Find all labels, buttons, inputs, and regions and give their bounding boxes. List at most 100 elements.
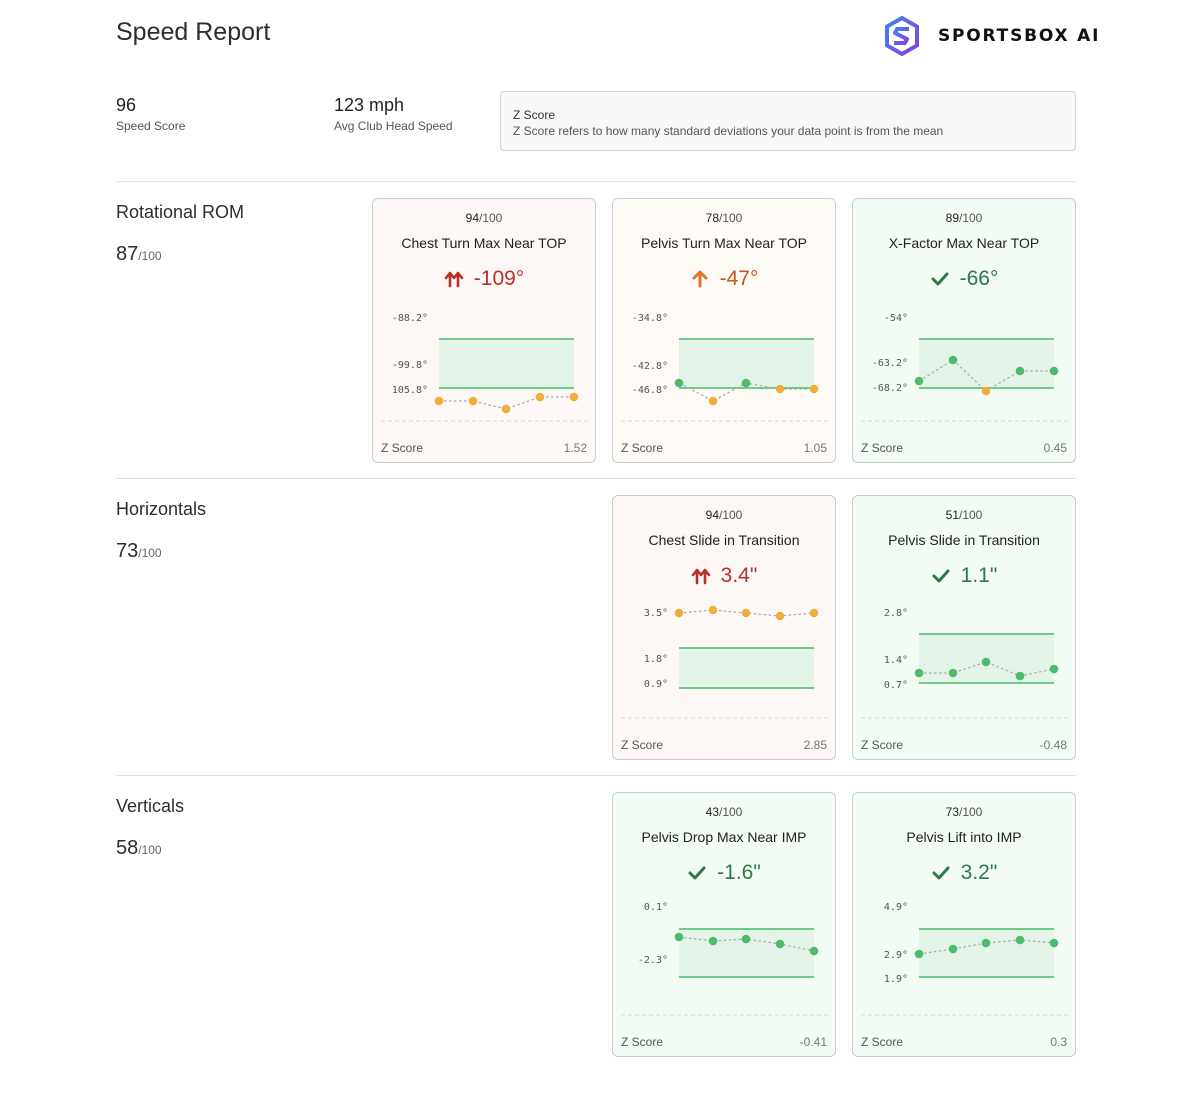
info-text: Z Score refers to how many standard devi… [513, 124, 944, 138]
data-point [809, 608, 819, 618]
metric-name: Pelvis Drop Max Near IMP [641, 829, 807, 845]
data-point [775, 384, 785, 394]
data-point [1049, 938, 1059, 948]
brand: SPORTSBOX AI [884, 16, 1100, 56]
check-icon [932, 569, 950, 583]
section-score-value: 58 [116, 837, 139, 859]
metric-score-of: /100 [479, 211, 503, 225]
data-point [1049, 366, 1059, 376]
z-score-value: 0.3 [1050, 1035, 1067, 1049]
section-score-of: /100 [138, 249, 162, 263]
data-point [1015, 671, 1025, 681]
metric-value-text: -47° [719, 267, 759, 290]
metric-value: 1.1" [853, 564, 1075, 588]
metric-name: Pelvis Turn Max Near TOP [641, 235, 807, 251]
section-divider [116, 181, 1076, 182]
metric-card[interactable]: 89/100 X-Factor Max Near TOP -66° -54° -63.2… [852, 198, 1076, 463]
section-title: Rotational ROM [116, 202, 245, 222]
section-divider [116, 478, 1076, 479]
data-point [914, 668, 924, 678]
z-score-value: -0.41 [799, 1035, 827, 1049]
target-range-band [919, 339, 1054, 388]
data-point [708, 605, 718, 615]
tick-label: -88.2° [392, 313, 428, 324]
metric-value: -109° [373, 267, 595, 291]
club-head-speed-label: Avg Club Head Speed [334, 119, 453, 133]
metric-name: Pelvis Lift into IMP [906, 829, 1022, 845]
data-point [948, 668, 958, 678]
tick-label: -68.2° [872, 383, 908, 394]
tick-label: -2.3° [638, 955, 668, 966]
metric-score-of: /100 [719, 805, 743, 819]
metric-card[interactable]: 94/100 Chest Slide in Transition 3.4" 3.5° 1… [612, 495, 836, 760]
data-point [775, 611, 785, 621]
metric-name: Chest Slide in Transition [648, 532, 800, 548]
z-score-label: Z Score [621, 441, 664, 455]
data-point [809, 384, 819, 394]
z-score-label: Z Score [621, 1035, 664, 1049]
z-score-value: 1.52 [563, 441, 587, 455]
metric-score-value: 51 [945, 508, 959, 522]
tick-label: 4.9° [884, 902, 908, 913]
metric-card[interactable]: 78/100 Pelvis Turn Max Near TOP -47° -34.8°… [612, 198, 836, 463]
data-point [1049, 664, 1059, 674]
metric-score: 94/100 [613, 508, 835, 522]
metric-score-of: /100 [959, 805, 983, 819]
tick-label: 0.7° [884, 680, 908, 691]
metric-trend-chart: 3.5° 1.8° 0.9° [621, 605, 829, 719]
metric-value: 3.4" [613, 564, 835, 588]
section-score: 87/100 [116, 243, 162, 266]
data-point [775, 939, 785, 949]
tick-label: 1.9° [884, 974, 908, 985]
data-point [914, 376, 924, 386]
tick-label: 105.8° [392, 385, 428, 396]
tick-label: 0.9° [644, 679, 668, 690]
section-score-of: /100 [138, 843, 162, 857]
metric-name: Chest Turn Max Near TOP [401, 235, 567, 251]
sportsbox-logo-icon [885, 16, 919, 56]
data-point [501, 404, 511, 414]
data-point [741, 934, 751, 944]
metric-card[interactable]: 43/100 Pelvis Drop Max Near IMP -1.6" 0.1° -… [612, 792, 836, 1057]
metric-trend-chart: 0.1° -2.3° [621, 902, 829, 1016]
metric-score-of: /100 [959, 211, 983, 225]
target-range-band [679, 648, 814, 688]
metric-card[interactable]: 94/100 Chest Turn Max Near TOP -109° -88.2°… [372, 198, 596, 463]
metric-trend-chart: -34.8° -42.8° -46.8° [621, 313, 829, 422]
metric-value-text: 3.2" [960, 861, 998, 884]
brand-name: SPORTSBOX AI [938, 26, 1101, 46]
data-point [569, 392, 579, 402]
double-up-arrow-icon [691, 568, 710, 585]
metric-score: 94/100 [373, 211, 595, 225]
tick-label: 2.9° [884, 950, 908, 961]
data-point [981, 938, 991, 948]
metric-score: 51/100 [853, 508, 1075, 522]
metric-card[interactable]: 51/100 Pelvis Slide in Transition 1.1" 2.8°… [852, 495, 1076, 760]
metric-value: -66° [853, 267, 1075, 291]
data-point [809, 946, 819, 956]
section-score: 73/100 [116, 540, 162, 563]
club-head-speed-value: 123 mph [334, 95, 405, 115]
metric-score-value: 78 [705, 211, 719, 225]
target-range-band [439, 339, 574, 388]
metric-score-of: /100 [959, 508, 983, 522]
tick-label: -99.8° [392, 360, 428, 371]
z-score-value: 0.45 [1043, 441, 1067, 455]
z-score-label: Z Score [861, 1035, 904, 1049]
metric-score-of: /100 [719, 211, 743, 225]
tick-label: -42.8° [632, 361, 668, 372]
metric-value: 3.2" [853, 861, 1075, 885]
data-point [981, 386, 991, 396]
data-point [948, 355, 958, 365]
double-up-arrow-icon [444, 271, 464, 288]
z-score-label: Z Score [861, 441, 904, 455]
metric-card[interactable]: 73/100 Pelvis Lift into IMP 3.2" 4.9° 2.9° 1.… [852, 792, 1076, 1057]
metric-name: X-Factor Max Near TOP [888, 235, 1040, 251]
section-score: 58/100 [116, 837, 162, 860]
section-divider [116, 775, 1076, 776]
z-score-label: Z Score [861, 738, 904, 752]
section-score-value: 73 [116, 540, 139, 562]
data-point [674, 378, 684, 388]
metric-score-of: /100 [719, 508, 743, 522]
check-icon [688, 866, 706, 880]
